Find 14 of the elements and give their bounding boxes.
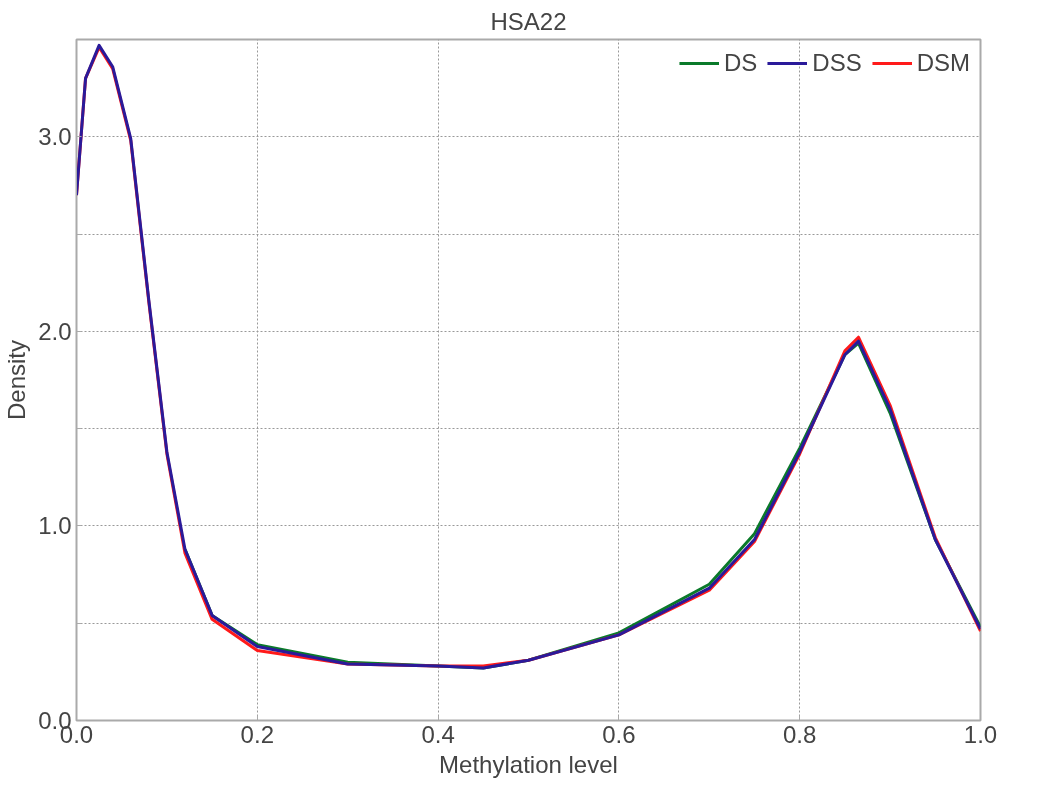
legend-label: DSS — [812, 49, 862, 77]
x-tick-label: 0.2 — [240, 720, 274, 748]
x-tick-label: 0.4 — [421, 720, 455, 748]
legend-label: DSM — [916, 49, 970, 77]
y-tick-label: 2.0 — [38, 317, 72, 345]
x-tick-label: 0.8 — [783, 720, 817, 748]
x-tick-label: 1.0 — [963, 720, 998, 748]
x-tick-label: 0.6 — [602, 720, 636, 748]
y-tick-label: 1.0 — [38, 512, 72, 540]
y-axis-title: Density — [3, 339, 31, 421]
chart-title: HSA22 — [490, 7, 567, 35]
y-tick-label: 3.0 — [38, 123, 72, 151]
x-axis-title: Methylation level — [439, 750, 618, 778]
legend-label: DS — [723, 49, 758, 77]
